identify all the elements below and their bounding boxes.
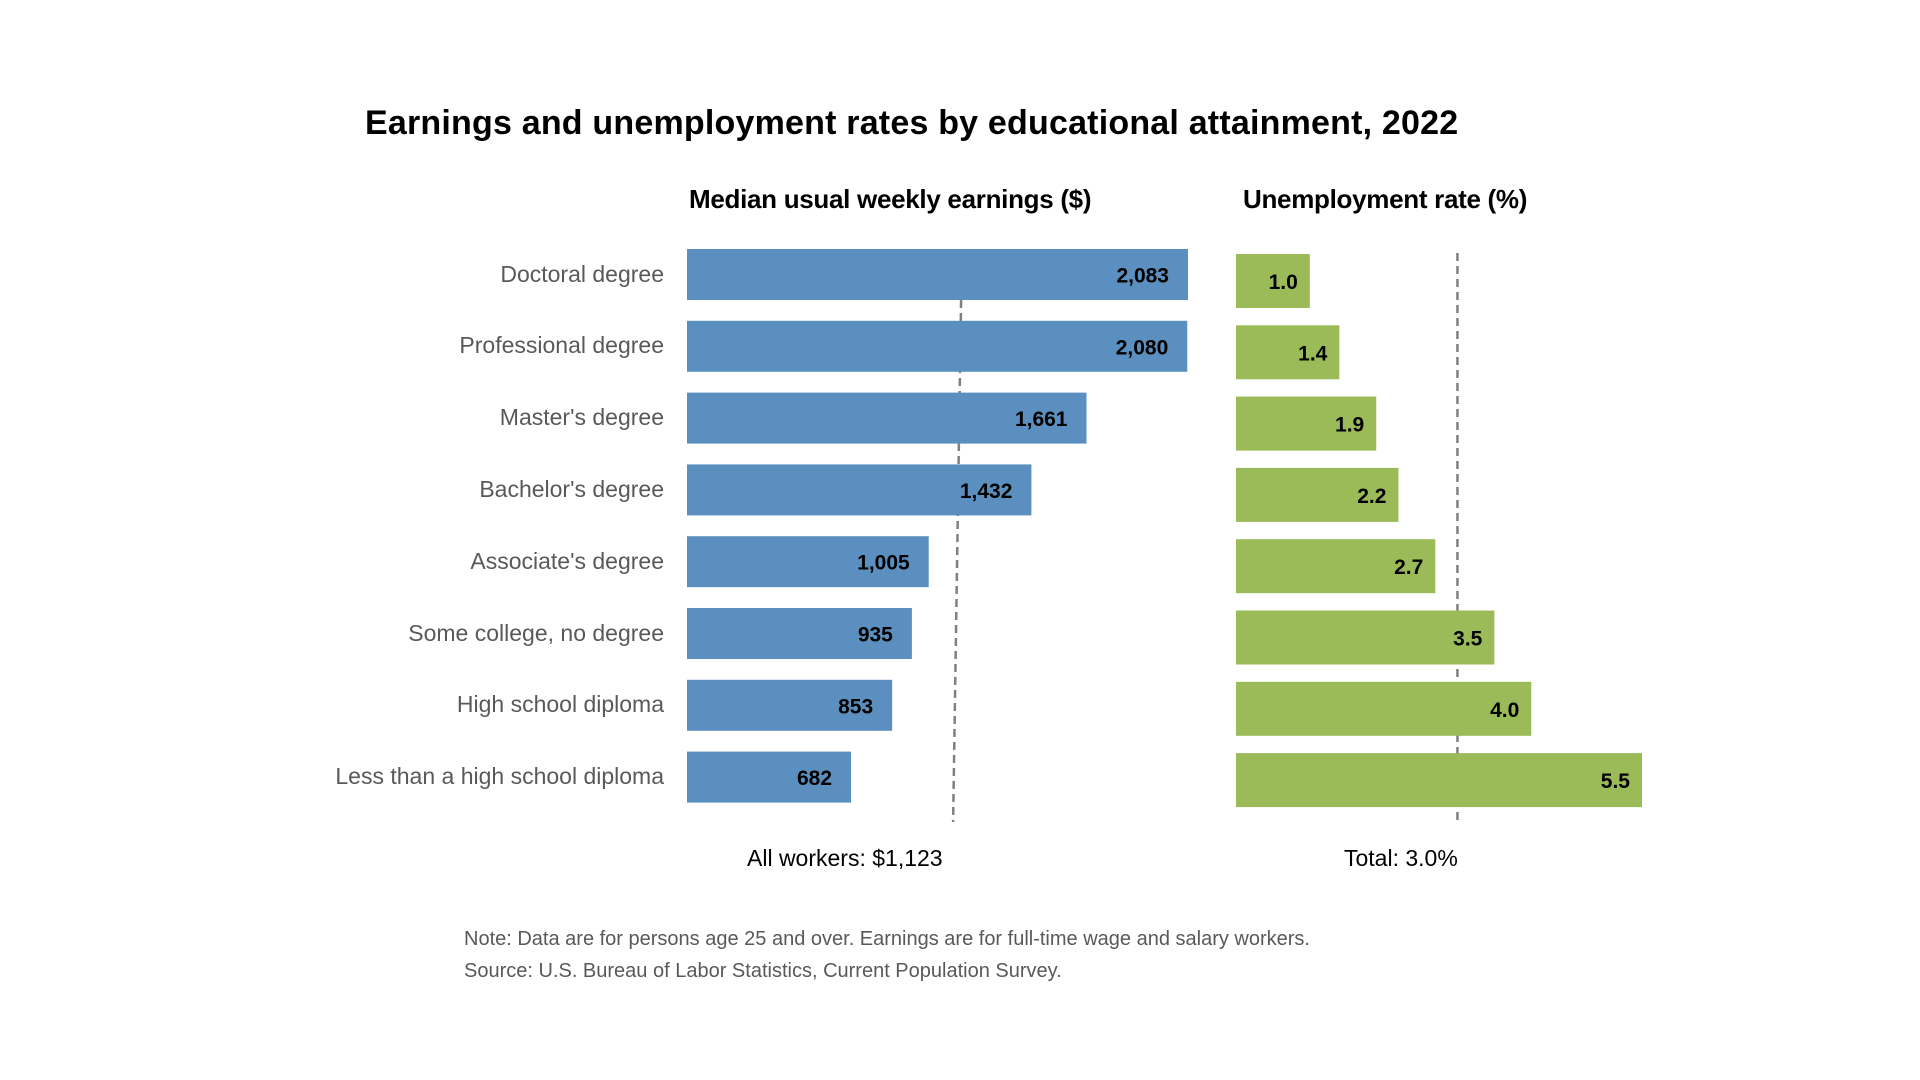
unemployment-value-label: 4.0 [1490,699,1519,722]
category-label: Some college, no degree [408,619,664,646]
earnings-bars [687,249,1188,803]
unemployment-bar [1236,681,1532,736]
earnings-heading: Median usual weekly earnings ($) [689,184,1092,214]
unemployment-value-label: 1.0 [1269,271,1298,294]
category-label: Professional degree [459,332,664,359]
earnings-value-label: 935 [858,624,893,647]
footnote-note: Note: Data are for persons age 25 and ov… [464,928,1310,950]
unemployment-value-label: 3.5 [1453,628,1483,651]
earnings-value-label: 2,083 [1116,265,1169,288]
earnings-bar [687,320,1188,372]
chart-title: Earnings and unemployment rates by educa… [365,104,1459,142]
unemployment-bar [1236,753,1642,808]
unemployment-reference-label: Total: 3.0% [1344,845,1458,871]
earnings-value-labels: 2,083 2,080 1,661 1,432 1,005 935 853 682 [797,265,1169,791]
earnings-value-label: 1,661 [1015,408,1068,431]
unemployment-bar [1236,396,1377,451]
category-label: Doctoral degree [500,260,664,287]
earnings-reference-line [951,299,963,823]
earnings-value-label: 1,005 [857,552,910,575]
earnings-bar [687,679,893,731]
footnote-source: Source: U.S. Bureau of Labor Statistics,… [464,960,1062,982]
earnings-value-label: 682 [797,767,832,790]
category-label: Less than a high school diploma [335,763,664,790]
unemployment-heading: Unemployment rate (%) [1243,184,1528,214]
unemployment-value-label: 2.2 [1357,485,1386,508]
earnings-bar [687,464,1032,516]
unemployment-bar [1236,254,1310,308]
unemployment-bar [1236,539,1436,594]
unemployment-value-labels: 1.0 1.4 1.9 2.2 2.7 3.5 4.0 5.5 [1269,271,1631,793]
earnings-value-label: 853 [838,695,873,718]
earnings-bar [687,608,912,659]
unemployment-bar [1236,610,1495,665]
earnings-bar [687,751,852,803]
earnings-bar [687,392,1087,444]
category-label: Bachelor's degree [479,475,664,502]
unemployment-value-label: 5.5 [1601,770,1631,793]
earnings-value-label: 1,432 [960,480,1013,503]
category-label: Master's degree [499,404,664,431]
category-label: High school diploma [456,691,664,718]
unemployment-bar [1236,467,1399,522]
unemployment-value-label: 1.9 [1335,414,1364,437]
earnings-bar [687,536,929,588]
unemployment-bar [1236,325,1340,380]
unemployment-value-label: 2.7 [1394,556,1423,579]
earnings-bar [687,249,1188,300]
earnings-value-label: 2,080 [1116,336,1169,359]
category-label: Associate's degree [470,547,664,574]
unemployment-value-label: 1.4 [1298,342,1328,365]
earnings-reference-label: All workers: $1,123 [747,845,943,871]
unemployment-bars [1236,254,1642,808]
